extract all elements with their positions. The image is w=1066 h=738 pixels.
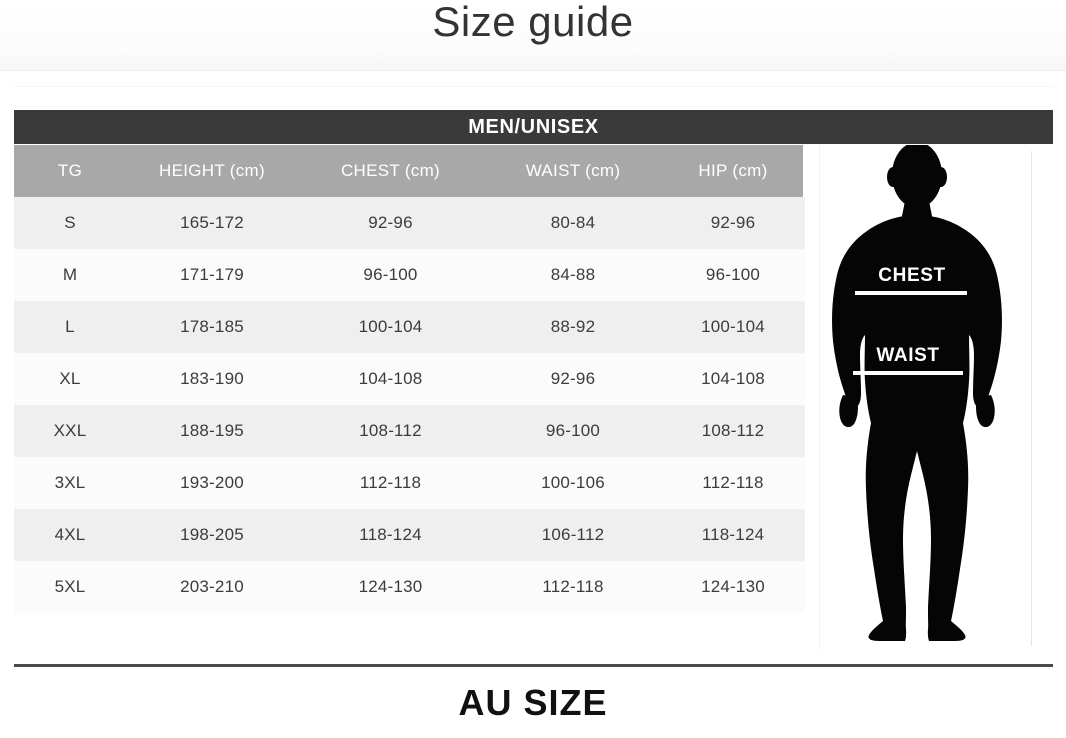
cell-waist: 80-84 xyxy=(550,213,596,232)
table-row: L 178-185 100-104 88-92 100-104 xyxy=(14,301,805,353)
cell-hip: 108-112 xyxy=(701,421,765,440)
cell-waist: 92-96 xyxy=(550,369,596,388)
cell-chest: 118-124 xyxy=(359,525,422,544)
cell-waist: 84-88 xyxy=(550,265,596,284)
cell-hip: 124-130 xyxy=(701,577,765,596)
cell-height: 183-190 xyxy=(180,369,244,388)
section-title-bar: MEN/UNISEX xyxy=(14,110,1053,144)
chest-label: CHEST xyxy=(878,265,946,286)
cell-height: 188-195 xyxy=(180,421,244,440)
waist-measure-line xyxy=(853,371,963,375)
page-title: Size guide xyxy=(432,0,634,45)
cell-waist: 112-118 xyxy=(542,577,604,596)
cell-waist: 96-100 xyxy=(545,421,601,440)
cell-waist: 88-92 xyxy=(550,317,596,336)
cell-tg: 3XL xyxy=(54,473,86,492)
table-body: S 165-172 92-96 80-84 92-96 M 171-179 96… xyxy=(14,197,805,613)
column-header-hip: HIP (cm) xyxy=(698,161,768,180)
chest-measure-line xyxy=(855,291,967,295)
cell-hip: 92-96 xyxy=(710,213,756,232)
cell-tg: L xyxy=(65,317,75,336)
cell-tg: 4XL xyxy=(54,525,86,544)
table-row: 4XL 198-205 118-124 106-112 118-124 xyxy=(14,509,805,561)
cell-height: 171-179 xyxy=(180,265,244,284)
cell-chest: 96-100 xyxy=(363,265,418,284)
table-row: 5XL 203-210 124-130 112-118 124-130 xyxy=(14,561,805,613)
cell-waist: 100-106 xyxy=(541,473,605,492)
divider-top xyxy=(0,70,1066,71)
cell-height: 178-185 xyxy=(180,317,244,336)
cell-height: 203-210 xyxy=(180,577,244,596)
size-chart: MEN/UNISEX TG HEIGHT (cm) CHEST (cm) WAI… xyxy=(14,110,1053,650)
column-header-row: TG HEIGHT (cm) CHEST (cm) WAIST (cm) HIP… xyxy=(14,145,803,197)
male-body-silhouette-icon xyxy=(832,145,1002,641)
cell-chest: 92-96 xyxy=(368,213,413,232)
cell-chest: 100-104 xyxy=(358,317,423,336)
height-measure-rule xyxy=(1031,151,1032,646)
cell-tg: XL xyxy=(59,369,81,388)
column-header-tg: TG xyxy=(57,161,83,180)
cell-tg: XXL xyxy=(53,421,87,440)
body-figure-panel: CHEST WAIST HEIGHT xyxy=(805,145,1053,650)
waist-label: WAIST xyxy=(876,345,940,366)
table-row: M 171-179 96-100 84-88 96-100 xyxy=(14,249,805,301)
table-row: 3XL 193-200 112-118 100-106 112-118 xyxy=(14,457,805,509)
cell-hip: 100-104 xyxy=(701,317,765,336)
cell-chest: 108-112 xyxy=(359,421,422,440)
cell-chest: 104-108 xyxy=(358,369,423,388)
figure-left-divider xyxy=(819,145,820,650)
cell-tg: 5XL xyxy=(54,577,86,596)
cell-height: 198-205 xyxy=(180,525,244,544)
cell-hip: 96-100 xyxy=(705,265,761,284)
cell-waist: 106-112 xyxy=(541,525,605,544)
footer-label: AU SIZE xyxy=(458,682,608,723)
cell-hip: 118-124 xyxy=(701,525,765,544)
column-header-waist: WAIST (cm) xyxy=(525,161,621,180)
table-row: S 165-172 92-96 80-84 92-96 xyxy=(14,197,805,249)
cell-tg: S xyxy=(64,213,76,232)
column-header-height: HEIGHT (cm) xyxy=(159,161,265,180)
table-row: XXL 188-195 108-112 96-100 108-112 xyxy=(14,405,805,457)
title-area: Size guide xyxy=(0,0,1066,70)
column-header-chest: CHEST (cm) xyxy=(340,161,440,180)
cell-tg: M xyxy=(62,265,78,284)
cell-chest: 124-130 xyxy=(358,577,423,596)
cell-height: 193-200 xyxy=(180,473,244,492)
cell-height: 165-172 xyxy=(180,213,244,232)
table-row: XL 183-190 104-108 92-96 104-108 xyxy=(14,353,805,405)
cell-hip: 104-108 xyxy=(701,369,765,388)
cell-chest: 112-118 xyxy=(359,473,422,492)
footer-divider xyxy=(14,664,1053,667)
divider-top-secondary xyxy=(14,86,1053,87)
cell-hip: 112-118 xyxy=(702,473,764,492)
section-title-text: MEN/UNISEX xyxy=(468,115,599,138)
